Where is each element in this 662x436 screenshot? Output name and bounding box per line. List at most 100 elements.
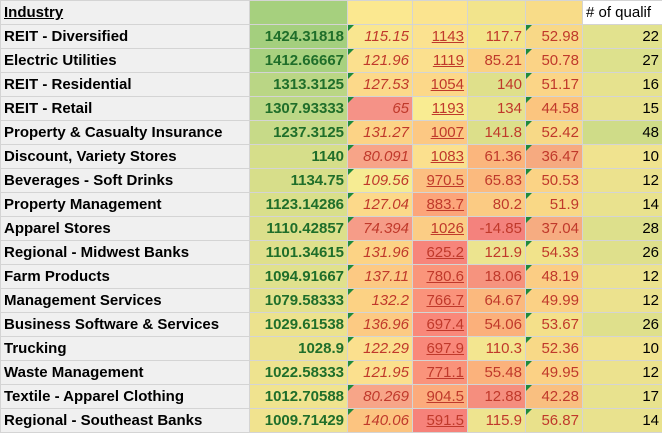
industry-cell[interactable]: Apparel Stores bbox=[0, 216, 250, 241]
count-cell[interactable]: 27 bbox=[582, 48, 662, 73]
score-cell[interactable]: 1079.58333 bbox=[249, 288, 348, 313]
metric-6-cell[interactable]: 50.53 bbox=[525, 168, 583, 193]
industry-cell[interactable]: REIT - Retail bbox=[0, 96, 250, 121]
metric-5-cell[interactable]: 140 bbox=[467, 72, 526, 97]
metric-4-cell[interactable]: 1193 bbox=[412, 96, 468, 121]
industry-cell[interactable]: Electric Utilities bbox=[0, 48, 250, 73]
header-cell-3[interactable] bbox=[347, 0, 413, 25]
score-cell[interactable]: 1012.70588 bbox=[249, 384, 348, 409]
count-cell[interactable]: 12 bbox=[582, 168, 662, 193]
count-cell[interactable]: 15 bbox=[582, 96, 662, 121]
metric-5-cell[interactable]: 61.36 bbox=[467, 144, 526, 169]
metric-5-cell[interactable]: 85.21 bbox=[467, 48, 526, 73]
score-cell[interactable]: 1307.93333 bbox=[249, 96, 348, 121]
count-cell[interactable]: 12 bbox=[582, 264, 662, 289]
metric-5-cell[interactable]: 65.83 bbox=[467, 168, 526, 193]
metric-5-cell[interactable]: -14.85 bbox=[467, 216, 526, 241]
industry-cell[interactable]: Farm Products bbox=[0, 264, 250, 289]
count-cell[interactable]: 12 bbox=[582, 360, 662, 385]
industry-cell[interactable]: REIT - Residential bbox=[0, 72, 250, 97]
industry-cell[interactable]: Business Software & Services bbox=[0, 312, 250, 337]
metric-6-cell[interactable]: 56.87 bbox=[525, 408, 583, 433]
industry-cell[interactable]: Property & Casualty Insurance bbox=[0, 120, 250, 145]
metric-4-cell[interactable]: 771.1 bbox=[412, 360, 468, 385]
metric-6-cell[interactable]: 51.17 bbox=[525, 72, 583, 97]
metric-6-cell[interactable]: 49.99 bbox=[525, 288, 583, 313]
metric-4-cell[interactable]: 697.4 bbox=[412, 312, 468, 337]
metric-6-cell[interactable]: 42.28 bbox=[525, 384, 583, 409]
header-cell-score[interactable] bbox=[249, 0, 348, 25]
count-cell[interactable]: 12 bbox=[582, 288, 662, 313]
metric-4-cell[interactable]: 1143 bbox=[412, 24, 468, 49]
metric-4-cell[interactable]: 904.5 bbox=[412, 384, 468, 409]
metric-6-cell[interactable]: 53.67 bbox=[525, 312, 583, 337]
header-cell-5[interactable] bbox=[467, 0, 526, 25]
metric-3-cell[interactable]: 131.96 bbox=[347, 240, 413, 265]
score-cell[interactable]: 1009.71429 bbox=[249, 408, 348, 433]
count-cell[interactable]: 10 bbox=[582, 144, 662, 169]
score-cell[interactable]: 1101.34615 bbox=[249, 240, 348, 265]
score-cell[interactable]: 1140 bbox=[249, 144, 348, 169]
count-cell[interactable]: 26 bbox=[582, 312, 662, 337]
count-cell[interactable]: 28 bbox=[582, 216, 662, 241]
metric-4-cell[interactable]: 883.7 bbox=[412, 192, 468, 217]
metric-3-cell[interactable]: 74.394 bbox=[347, 216, 413, 241]
metric-4-cell[interactable]: 766.7 bbox=[412, 288, 468, 313]
metric-6-cell[interactable]: 50.78 bbox=[525, 48, 583, 73]
industry-cell[interactable]: Beverages - Soft Drinks bbox=[0, 168, 250, 193]
metric-5-cell[interactable]: 134 bbox=[467, 96, 526, 121]
metric-5-cell[interactable]: 55.48 bbox=[467, 360, 526, 385]
score-cell[interactable]: 1134.75 bbox=[249, 168, 348, 193]
count-cell[interactable]: 17 bbox=[582, 384, 662, 409]
count-header-cell[interactable]: # of qualif bbox=[582, 0, 662, 25]
metric-4-cell[interactable]: 1054 bbox=[412, 72, 468, 97]
metric-3-cell[interactable]: 132.2 bbox=[347, 288, 413, 313]
metric-5-cell[interactable]: 54.06 bbox=[467, 312, 526, 337]
metric-5-cell[interactable]: 110.3 bbox=[467, 336, 526, 361]
metric-4-cell[interactable]: 780.6 bbox=[412, 264, 468, 289]
metric-3-cell[interactable]: 140.06 bbox=[347, 408, 413, 433]
count-cell[interactable]: 26 bbox=[582, 240, 662, 265]
metric-3-cell[interactable]: 121.95 bbox=[347, 360, 413, 385]
score-cell[interactable]: 1028.9 bbox=[249, 336, 348, 361]
count-cell[interactable]: 48 bbox=[582, 120, 662, 145]
metric-6-cell[interactable]: 51.9 bbox=[525, 192, 583, 217]
industry-cell[interactable]: Regional - Midwest Banks bbox=[0, 240, 250, 265]
metric-4-cell[interactable]: 697.9 bbox=[412, 336, 468, 361]
count-cell[interactable]: 22 bbox=[582, 24, 662, 49]
metric-5-cell[interactable]: 12.88 bbox=[467, 384, 526, 409]
metric-3-cell[interactable]: 65 bbox=[347, 96, 413, 121]
metric-3-cell[interactable]: 115.15 bbox=[347, 24, 413, 49]
industry-cell[interactable]: Trucking bbox=[0, 336, 250, 361]
metric-6-cell[interactable]: 44.58 bbox=[525, 96, 583, 121]
industry-header-cell[interactable]: Industry bbox=[0, 0, 250, 25]
metric-6-cell[interactable]: 36.47 bbox=[525, 144, 583, 169]
metric-3-cell[interactable]: 80.091 bbox=[347, 144, 413, 169]
metric-3-cell[interactable]: 136.96 bbox=[347, 312, 413, 337]
metric-6-cell[interactable]: 52.42 bbox=[525, 120, 583, 145]
count-cell[interactable]: 10 bbox=[582, 336, 662, 361]
metric-4-cell[interactable]: 625.2 bbox=[412, 240, 468, 265]
industry-cell[interactable]: Discount, Variety Stores bbox=[0, 144, 250, 169]
score-cell[interactable]: 1412.66667 bbox=[249, 48, 348, 73]
metric-3-cell[interactable]: 131.27 bbox=[347, 120, 413, 145]
metric-5-cell[interactable]: 64.67 bbox=[467, 288, 526, 313]
score-cell[interactable]: 1094.91667 bbox=[249, 264, 348, 289]
metric-3-cell[interactable]: 80.269 bbox=[347, 384, 413, 409]
metric-3-cell[interactable]: 122.29 bbox=[347, 336, 413, 361]
metric-5-cell[interactable]: 80.2 bbox=[467, 192, 526, 217]
score-cell[interactable]: 1313.3125 bbox=[249, 72, 348, 97]
score-cell[interactable]: 1029.61538 bbox=[249, 312, 348, 337]
metric-4-cell[interactable]: 1026 bbox=[412, 216, 468, 241]
count-cell[interactable]: 14 bbox=[582, 408, 662, 433]
metric-6-cell[interactable]: 52.98 bbox=[525, 24, 583, 49]
metric-5-cell[interactable]: 121.9 bbox=[467, 240, 526, 265]
score-cell[interactable]: 1022.58333 bbox=[249, 360, 348, 385]
score-cell[interactable]: 1110.42857 bbox=[249, 216, 348, 241]
industry-cell[interactable]: Textile - Apparel Clothing bbox=[0, 384, 250, 409]
score-cell[interactable]: 1237.3125 bbox=[249, 120, 348, 145]
metric-4-cell[interactable]: 1119 bbox=[412, 48, 468, 73]
industry-cell[interactable]: REIT - Diversified bbox=[0, 24, 250, 49]
metric-6-cell[interactable]: 52.36 bbox=[525, 336, 583, 361]
metric-4-cell[interactable]: 591.5 bbox=[412, 408, 468, 433]
